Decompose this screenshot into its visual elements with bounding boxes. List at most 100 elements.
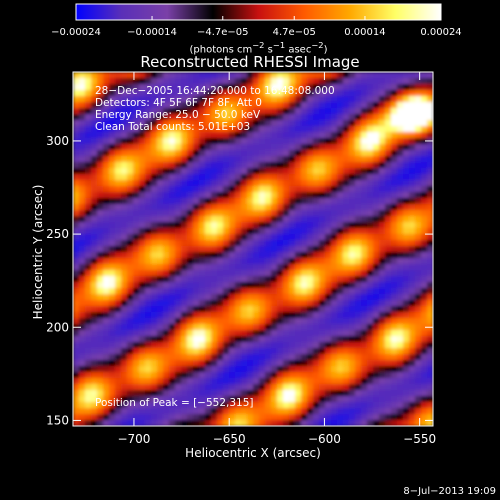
heatmap-cell bbox=[169, 234, 176, 241]
heatmap-cell bbox=[409, 168, 416, 175]
heatmap-cell bbox=[199, 138, 206, 145]
heatmap-cell bbox=[79, 264, 86, 271]
heatmap-cell bbox=[133, 126, 140, 133]
heatmap-cell bbox=[283, 258, 290, 265]
heatmap-cell bbox=[331, 396, 338, 403]
heatmap-cell bbox=[289, 174, 296, 181]
heatmap-cell bbox=[295, 402, 302, 409]
heatmap-cell bbox=[379, 120, 386, 127]
heatmap-cell bbox=[367, 120, 374, 127]
heatmap-cell bbox=[193, 294, 200, 301]
heatmap-cell bbox=[409, 312, 416, 319]
heatmap-cell bbox=[193, 186, 200, 193]
heatmap-cell bbox=[97, 390, 104, 397]
heatmap-cell bbox=[133, 252, 140, 259]
heatmap-cell bbox=[109, 414, 116, 421]
heatmap-cell bbox=[79, 318, 86, 325]
heatmap-cell bbox=[301, 162, 308, 169]
heatmap-cell bbox=[361, 138, 368, 145]
heatmap-cell bbox=[337, 78, 344, 85]
heatmap-cell bbox=[379, 138, 386, 145]
heatmap-cell bbox=[223, 372, 230, 379]
heatmap-cell bbox=[349, 192, 356, 199]
heatmap-cell bbox=[253, 366, 260, 373]
heatmap-cell bbox=[379, 204, 386, 211]
heatmap-cell bbox=[163, 366, 170, 373]
heatmap-cell bbox=[169, 150, 176, 157]
heatmap-cell bbox=[289, 252, 296, 259]
heatmap-cell bbox=[259, 108, 266, 115]
heatmap-cell bbox=[319, 366, 326, 373]
heatmap-cell bbox=[85, 282, 92, 289]
heatmap-cell bbox=[241, 348, 248, 355]
heatmap-cell bbox=[415, 156, 422, 163]
heatmap-cell bbox=[337, 396, 344, 403]
heatmap-cell bbox=[241, 156, 248, 163]
heatmap-cell bbox=[343, 138, 350, 145]
heatmap-cell bbox=[223, 366, 230, 373]
heatmap-cell bbox=[73, 342, 80, 349]
heatmap-cell bbox=[283, 102, 290, 109]
heatmap-cell bbox=[133, 138, 140, 145]
heatmap-cell bbox=[211, 282, 218, 289]
heatmap-cell bbox=[145, 198, 152, 205]
heatmap-cell bbox=[373, 420, 380, 426]
heatmap-cell bbox=[223, 294, 230, 301]
heatmap-cell bbox=[427, 402, 433, 409]
heatmap-cell bbox=[175, 408, 182, 415]
heatmap-cell bbox=[397, 318, 404, 325]
heatmap-cell bbox=[421, 348, 428, 355]
heatmap-cell bbox=[391, 396, 398, 403]
heatmap-cell bbox=[325, 342, 332, 349]
heatmap-cell bbox=[193, 324, 200, 331]
heatmap-cell bbox=[193, 150, 200, 157]
heatmap-cell bbox=[97, 258, 104, 265]
heatmap-cell bbox=[229, 396, 236, 403]
heatmap-cell bbox=[181, 126, 188, 133]
heatmap-cell bbox=[301, 174, 308, 181]
heatmap-cell bbox=[235, 342, 242, 349]
heatmap-cell bbox=[199, 408, 206, 415]
heatmap-cell bbox=[217, 246, 224, 253]
heatmap-cell bbox=[403, 348, 410, 355]
heatmap-cell bbox=[205, 240, 212, 247]
heatmap-cell bbox=[91, 246, 98, 253]
heatmap-cell bbox=[91, 198, 98, 205]
heatmap-cell bbox=[343, 228, 350, 235]
heatmap-cell bbox=[73, 294, 80, 301]
heatmap-cell bbox=[403, 168, 410, 175]
heatmap-cell bbox=[283, 336, 290, 343]
heatmap-cell bbox=[235, 420, 242, 426]
heatmap-cell bbox=[247, 126, 254, 133]
heatmap-cell bbox=[181, 282, 188, 289]
heatmap-cell bbox=[85, 162, 92, 169]
heatmap-cell bbox=[259, 354, 266, 361]
heatmap-cell bbox=[91, 402, 98, 409]
heatmap-cell bbox=[79, 204, 86, 211]
heatmap-cell bbox=[115, 360, 122, 367]
heatmap-cell bbox=[229, 300, 236, 307]
heatmap-cell bbox=[277, 402, 284, 409]
heatmap-cell bbox=[115, 150, 122, 157]
heatmap-cell bbox=[385, 372, 392, 379]
heatmap-cell bbox=[187, 222, 194, 229]
heatmap-cell bbox=[181, 354, 188, 361]
heatmap-cell bbox=[253, 252, 260, 259]
heatmap-cell bbox=[157, 180, 164, 187]
heatmap-cell bbox=[217, 276, 224, 283]
heatmap-cell bbox=[109, 252, 116, 259]
heatmap-cell bbox=[205, 156, 212, 163]
heatmap-cell bbox=[139, 72, 146, 79]
heatmap-cell bbox=[85, 312, 92, 319]
heatmap-cell bbox=[361, 156, 368, 163]
heatmap-cell bbox=[181, 72, 188, 79]
heatmap-cell bbox=[367, 324, 374, 331]
heatmap-cell bbox=[409, 234, 416, 241]
heatmap-cell bbox=[235, 156, 242, 163]
heatmap-cell bbox=[403, 198, 410, 205]
heatmap-cell bbox=[337, 402, 344, 409]
heatmap-cell bbox=[193, 180, 200, 187]
heatmap-cell bbox=[163, 402, 170, 409]
heatmap-cell bbox=[265, 414, 272, 421]
heatmap-cell bbox=[85, 168, 92, 175]
